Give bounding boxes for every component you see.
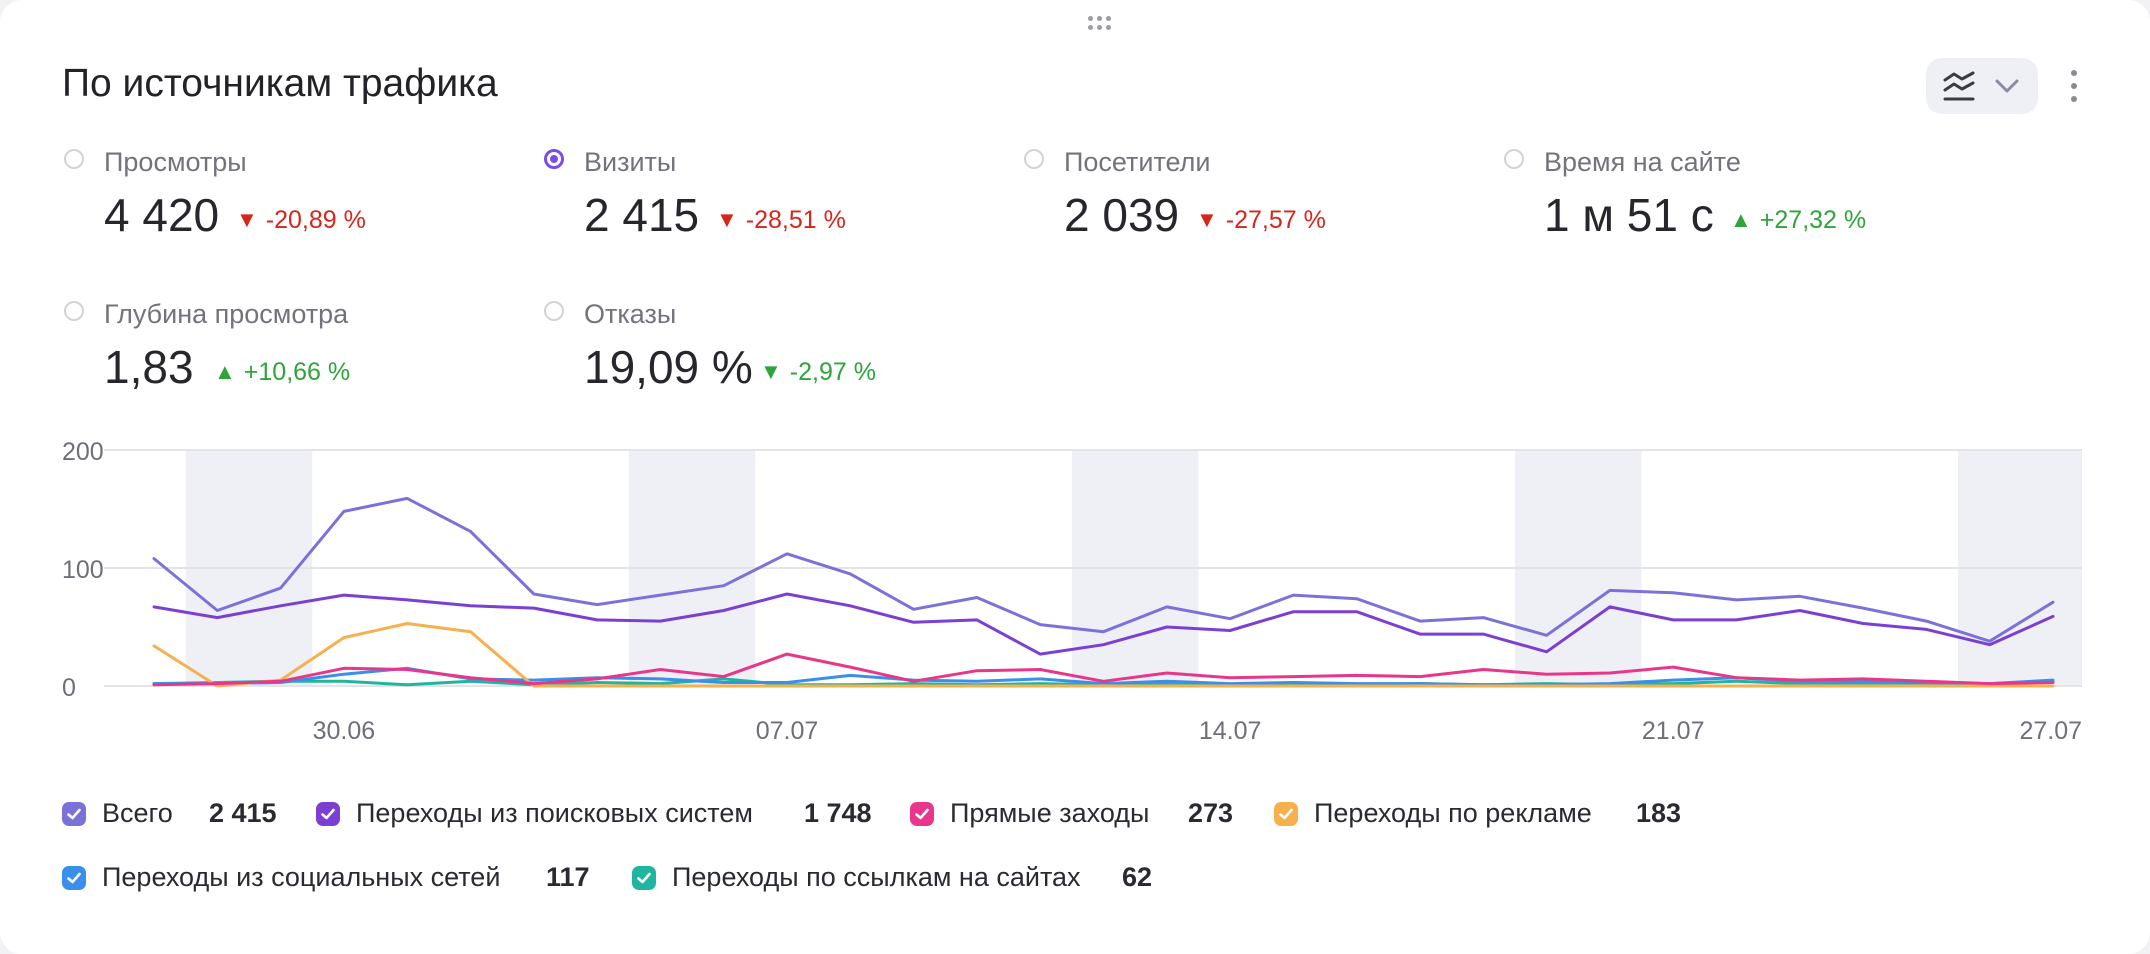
legend-checkbox[interactable]: [62, 802, 86, 826]
chevron-down-icon: [1995, 79, 2019, 93]
x-tick-label: 14.07: [1199, 717, 1262, 745]
metric-radio[interactable]: [64, 149, 84, 169]
metric-value: 1 м 51 с: [1544, 189, 1714, 241]
metric-value: 4 420: [104, 189, 220, 241]
check-icon: [67, 872, 81, 884]
y-tick-label: 100: [62, 556, 104, 584]
legend-name: Переходы из поисковых систем: [356, 798, 753, 828]
y-tick-label: 200: [62, 438, 104, 466]
metric-label: Просмотры: [104, 147, 247, 177]
check-icon: [915, 808, 929, 820]
metric-label: Глубина просмотра: [104, 299, 349, 329]
metric-delta: ▲ +10,66 %: [214, 358, 351, 386]
legend-value: 62: [1122, 862, 1153, 892]
legend-value: 117: [546, 862, 590, 892]
metric-label: Время на сайте: [1544, 147, 1741, 177]
metric-delta: ▼ -20,89 %: [236, 206, 366, 234]
check-icon: [637, 872, 651, 884]
check-icon: [321, 808, 335, 820]
metric-radio[interactable]: [64, 301, 84, 321]
trend-icon: ▼: [236, 207, 258, 232]
chart-type-selector[interactable]: [1926, 58, 2038, 114]
legend-name: Переходы из социальных сетей: [102, 862, 501, 892]
drag-handle-icon[interactable]: [1088, 16, 1112, 34]
x-tick-label: 27.07: [2019, 717, 2082, 745]
series-line-2: [152, 652, 2055, 687]
metric-delta: ▼ -2,97 %: [760, 358, 876, 386]
metric-delta: ▼ -28,51 %: [716, 206, 846, 234]
metric-delta: ▼ -27,57 %: [1196, 206, 1326, 234]
legend-checkbox[interactable]: [62, 866, 86, 890]
metric-value: 2 039: [1064, 189, 1180, 241]
x-tick-label: 07.07: [756, 717, 819, 745]
metric-value: 1,83: [104, 341, 194, 393]
series-line-0: [152, 496, 2055, 643]
metric-label: Отказы: [584, 299, 677, 329]
trend-icon: ▲: [1730, 207, 1752, 232]
metric-label: Визиты: [584, 147, 677, 177]
metric-value: 2 415: [584, 189, 700, 241]
traffic-line-chart: 200 100 0 30.06 07.07 14.07 21.07 27.07: [62, 438, 2082, 745]
check-icon: [67, 808, 81, 820]
trend-icon: ▼: [1196, 207, 1218, 232]
metric-delta: ▲ +27,32 %: [1730, 206, 1867, 234]
metric-radio[interactable]: [1504, 149, 1524, 169]
series-line-1: [152, 592, 2055, 656]
metric-radio[interactable]: [544, 149, 564, 169]
check-icon: [1279, 808, 1293, 820]
more-vertical-icon[interactable]: [2060, 66, 2088, 106]
legend-checkbox[interactable]: [910, 802, 934, 826]
metric-radio[interactable]: [544, 301, 564, 321]
legend-checkbox[interactable]: [1274, 802, 1298, 826]
legend-value: 273: [1188, 798, 1234, 828]
x-tick-label: 30.06: [313, 717, 376, 745]
y-tick-label: 0: [62, 674, 76, 702]
x-tick-label: 21.07: [1642, 717, 1705, 745]
legend-name: Всего: [102, 798, 173, 828]
series-line-3: [152, 622, 2055, 688]
metric-value: 19,09 %: [584, 341, 753, 393]
metric-radio[interactable]: [1024, 149, 1044, 169]
trend-icon: ▲: [214, 359, 236, 384]
trend-icon: ▼: [760, 359, 782, 384]
legend-name: Прямые заходы: [950, 798, 1150, 828]
widget-title: По источникам трафика: [62, 62, 498, 105]
metric-label: Посетители: [1064, 147, 1211, 177]
legend-value: 1 748: [804, 798, 872, 828]
legend-value: 2 415: [209, 798, 277, 828]
legend-value: 183: [1636, 798, 1682, 828]
legend-checkbox[interactable]: [316, 802, 340, 826]
chart-type-icon: [1943, 71, 1975, 101]
legend-checkbox[interactable]: [632, 866, 656, 890]
trend-icon: ▼: [716, 207, 738, 232]
legend-name: Переходы по ссылкам на сайтах: [672, 862, 1081, 892]
legend-name: Переходы по рекламе: [1314, 798, 1592, 828]
